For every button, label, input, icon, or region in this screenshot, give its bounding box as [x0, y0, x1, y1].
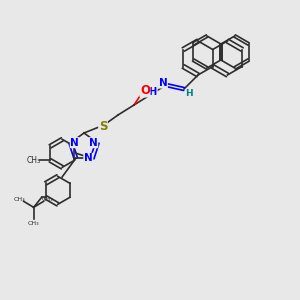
Text: CH₃: CH₃ — [27, 156, 41, 165]
Text: S: S — [99, 119, 107, 133]
Text: H: H — [185, 89, 193, 98]
Text: CH₃: CH₃ — [14, 197, 26, 202]
Text: N: N — [84, 153, 93, 163]
Text: CH₃: CH₃ — [42, 197, 53, 202]
Text: NH: NH — [141, 87, 157, 97]
Text: O: O — [140, 83, 150, 97]
Text: N: N — [70, 138, 79, 148]
Text: N: N — [159, 78, 167, 88]
Text: CH₃: CH₃ — [28, 221, 40, 226]
Text: N: N — [89, 138, 98, 148]
